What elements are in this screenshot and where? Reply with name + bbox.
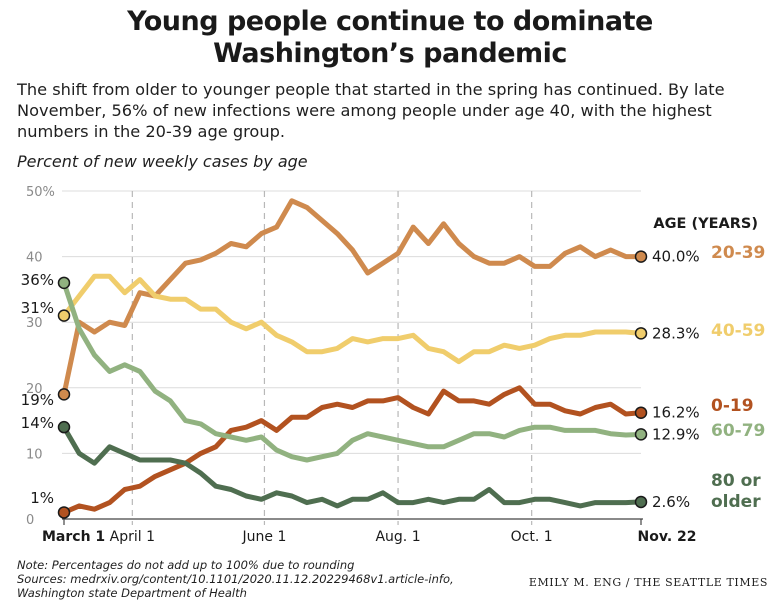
- x-axis: March 1 April 1 June 1 Aug. 1 Oct. 1 Nov. 22: [42, 518, 697, 545]
- chart-title-line-1: Young people continue to dominate: [127, 6, 653, 37]
- series-name-20-39: 20-39: [711, 243, 765, 263]
- end-point-20-39: [634, 250, 648, 263]
- start-point-20-39: [57, 388, 71, 401]
- start-point-60-79: [57, 276, 71, 290]
- x-tick-label: Nov. 22: [638, 529, 697, 545]
- footnote: Note: Percentages do not add up to 100% …: [17, 558, 454, 600]
- start-point-0-19: [57, 506, 71, 519]
- end-point-60-79: [634, 428, 648, 441]
- series-line-40-59: [61, 273, 644, 365]
- series-line-60-79: [61, 280, 644, 463]
- series-name-80-or-older-line2: older: [711, 492, 761, 512]
- chart-subtitle: The shift from older to younger people t…: [17, 80, 725, 141]
- series-line-20-39: [61, 198, 644, 397]
- y-tick-label: 40: [26, 251, 43, 266]
- end-point-40-59: [634, 327, 648, 340]
- end-label-0-19: 16.2%: [652, 404, 700, 422]
- series-name-40-59: 40-59: [711, 321, 765, 341]
- start-label-0-19: 1%: [30, 489, 54, 507]
- series-name-80-or-older: 80 or: [711, 471, 761, 491]
- legend-title: AGE (YEARS): [653, 216, 758, 232]
- y-tick-label: 0: [26, 513, 34, 528]
- end-label-80-or-older: 2.6%: [652, 493, 690, 511]
- y-tick-label: 30: [26, 316, 43, 331]
- series-name-60-79: 60-79: [711, 421, 765, 441]
- series-lines: [61, 198, 644, 515]
- end-label-60-79: 12.9%: [652, 425, 700, 443]
- x-tick-label: Aug. 1: [375, 529, 420, 545]
- start-label-80-or-older: 14%: [21, 414, 54, 432]
- credit: EMILY M. ENG / THE SEATTLE TIMES: [528, 576, 768, 589]
- y-axis-title: Percent of new weekly cases by age: [17, 152, 308, 171]
- gridlines: 0 10 20 30 40 50%: [26, 185, 641, 528]
- note-text: Note: Percentages do not add up to 100% …: [17, 558, 355, 572]
- chart-title: Young people continue to dominate Washin…: [0, 6, 780, 70]
- chart-title-line-2: Washington’s pandemic: [213, 38, 567, 69]
- series-line-0-19: [61, 385, 644, 515]
- series-line-80-or-older: [61, 424, 644, 509]
- y-tick-label: 50%: [26, 185, 55, 200]
- start-label-20-39: 19%: [21, 391, 54, 409]
- series-name-0-19: 0-19: [711, 396, 754, 416]
- x-tick-label: April 1: [110, 529, 155, 545]
- x-tick-label: June 1: [242, 529, 287, 545]
- end-label-20-39: 40.0%: [652, 248, 700, 266]
- sources-text-1: Sources: medrxiv.org/content/10.1101/202…: [17, 572, 454, 586]
- start-label-40-59: 31%: [21, 299, 54, 317]
- start-label-60-79: 36%: [21, 271, 54, 289]
- y-tick-label: 20: [26, 382, 43, 397]
- y-tick-label: 10: [26, 447, 43, 462]
- end-point-0-19: [634, 406, 648, 419]
- x-tick-label: Oct. 1: [511, 529, 553, 545]
- x-tick-label: March 1: [42, 529, 105, 545]
- end-label-40-59: 28.3%: [652, 324, 700, 342]
- start-point-80-or-older: [57, 420, 71, 434]
- start-point-40-59: [57, 309, 71, 322]
- series-labels: 19% 40.0% 20-39 31% 28.3% 40-59 1% 16.2% 0-19 36%…: [21, 243, 765, 519]
- sources-text-2: Washington state Department of Health: [17, 586, 247, 600]
- end-point-80-or-older: [634, 495, 648, 509]
